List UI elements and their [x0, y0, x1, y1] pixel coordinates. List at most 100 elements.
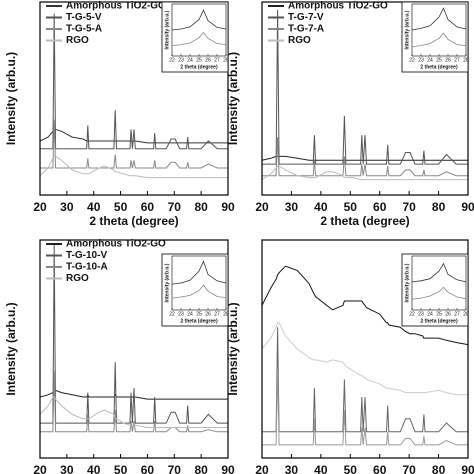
panel: 20 30 40 50 60 70 80 90 2 theta (degree) Intensit…	[4, 239, 235, 474]
y-axis-label: Intensity (arb.u.)	[4, 52, 18, 145]
data-line	[171, 31, 227, 46]
x-tick-label: 40	[87, 200, 101, 214]
x-tick-label: 70	[168, 200, 182, 214]
x-tick-label: 20	[255, 463, 269, 474]
data-line	[411, 262, 467, 283]
inset-x-tick-label: 27	[214, 57, 220, 63]
data-line	[262, 327, 468, 433]
data-line	[261, 155, 468, 161]
x-tick-label: 90	[221, 200, 235, 214]
inset-x-tick-label: 23	[178, 311, 184, 317]
legend-label: T-G-10-V	[66, 250, 107, 261]
inset-x-tick-label: 28	[223, 311, 229, 317]
data-line	[171, 284, 227, 299]
legend-label: RGO	[66, 35, 89, 46]
data-line	[171, 9, 227, 31]
data-line	[39, 396, 228, 428]
x-axis-label: 2 theta (degree)	[89, 214, 178, 228]
inset-frame	[161, 1, 229, 73]
inset-x-tick-label: 28	[223, 57, 229, 63]
y-axis-label: Intensity (arb.u.)	[226, 52, 240, 145]
data-line	[261, 165, 468, 181]
x-tick-label: 30	[60, 200, 74, 214]
x-tick-label: 40	[314, 200, 328, 214]
inset: 22 23 24 25 26 27 28 2 theta (degree) Intensity …	[161, 1, 229, 73]
x-tick-label: 60	[373, 463, 387, 474]
data-line	[40, 370, 228, 433]
x-tick-label: 80	[432, 200, 446, 214]
inset-x-tick-label: 22	[169, 57, 175, 63]
x-tick-label: 70	[402, 463, 416, 474]
inset: 22 23 24 25 26 27 28 2 theta (degree) Intensity …	[401, 253, 469, 327]
inset-y-label: Intensity (arb.u.)	[164, 263, 170, 302]
legend-label: Amorphous TiO2-GO	[66, 239, 166, 250]
inset-x-tick-label: 27	[454, 311, 460, 317]
data-line	[171, 260, 227, 285]
inset-x-tick-label: 25	[196, 311, 202, 317]
plot-frame	[261, 1, 469, 196]
data-line	[411, 286, 467, 300]
x-tick-label: 50	[114, 200, 128, 214]
x-tick-label: 90	[461, 200, 474, 214]
x-tick-label: 60	[141, 463, 155, 474]
inset-x-tick-label: 28	[463, 311, 469, 317]
inset: 22 23 24 25 26 27 28 2 theta (degree) Intensity …	[401, 1, 469, 73]
inset-frame	[401, 1, 469, 73]
inset-x-tick-label: 22	[169, 311, 175, 317]
inset-x-tick-label: 26	[445, 311, 451, 317]
inset-x-label: 2 theta (degree)	[180, 64, 218, 70]
inset-x-tick-label: 23	[418, 311, 424, 317]
data-line	[411, 32, 467, 47]
x-tick-label: 70	[168, 463, 182, 474]
inset: 22 23 24 25 26 27 28 2 theta (degree) Intensity …	[161, 253, 229, 327]
inset-x-tick-label: 25	[436, 311, 442, 317]
plot-frame	[261, 239, 469, 459]
inset-x-tick-label: 27	[454, 57, 460, 63]
inset-x-tick-label: 23	[418, 57, 424, 63]
inset-x-label: 2 theta (degree)	[180, 318, 218, 324]
inset-frame	[401, 253, 469, 327]
inset-x-tick-label: 24	[187, 311, 193, 317]
data-line	[262, 9, 468, 165]
x-tick-label: 50	[114, 463, 128, 474]
x-tick-label: 90	[221, 463, 235, 474]
x-tick-label: 80	[432, 463, 446, 474]
data-line	[261, 322, 468, 396]
x-tick-label: 80	[194, 463, 208, 474]
legend-label: RGO	[66, 273, 89, 284]
legend-label: Amorphous TiO2-GO	[66, 1, 166, 12]
x-tick-label: 20	[33, 200, 47, 214]
plot-frame	[39, 239, 229, 459]
x-tick-label: 50	[344, 463, 358, 474]
x-tick-label: 90	[461, 463, 474, 474]
inset-x-tick-label: 25	[436, 57, 442, 63]
x-tick-label: 40	[87, 463, 101, 474]
x-tick-label: 20	[33, 463, 47, 474]
x-tick-label: 30	[285, 463, 299, 474]
data-line	[39, 155, 228, 179]
inset-frame	[161, 253, 229, 327]
inset-x-tick-label: 24	[427, 57, 433, 63]
panel: 20 30 40 50 60 70 80 90 2 theta (degree) Intensit…	[226, 1, 474, 229]
y-axis-label: Intensity (arb.u.)	[226, 302, 240, 395]
inset-x-tick-label: 26	[205, 311, 211, 317]
inset-x-tick-label: 24	[427, 311, 433, 317]
legend-label: Amorphous TiO2-GO	[288, 1, 388, 12]
legend-label: T-G-10-A	[66, 262, 108, 273]
inset-x-tick-label: 28	[463, 57, 469, 63]
inset-y-label: Intensity (arb.u.)	[404, 10, 410, 49]
inset-x-tick-label: 25	[196, 57, 202, 63]
data-line	[261, 265, 469, 346]
legend-label: T-G-7-A	[288, 24, 324, 35]
x-axis-label: 2 theta (degree)	[320, 214, 409, 228]
legend-label: T-G-5-A	[66, 24, 102, 35]
x-tick-label: 30	[60, 463, 74, 474]
data-line	[40, 119, 228, 169]
y-axis-label: Intensity (arb.u.)	[4, 302, 18, 395]
x-tick-label: 80	[194, 200, 208, 214]
inset-y-label: Intensity (arb.u.)	[404, 263, 410, 302]
inset-x-tick-label: 24	[187, 57, 193, 63]
inset-x-tick-label: 26	[205, 57, 211, 63]
inset-x-tick-label: 26	[445, 57, 451, 63]
